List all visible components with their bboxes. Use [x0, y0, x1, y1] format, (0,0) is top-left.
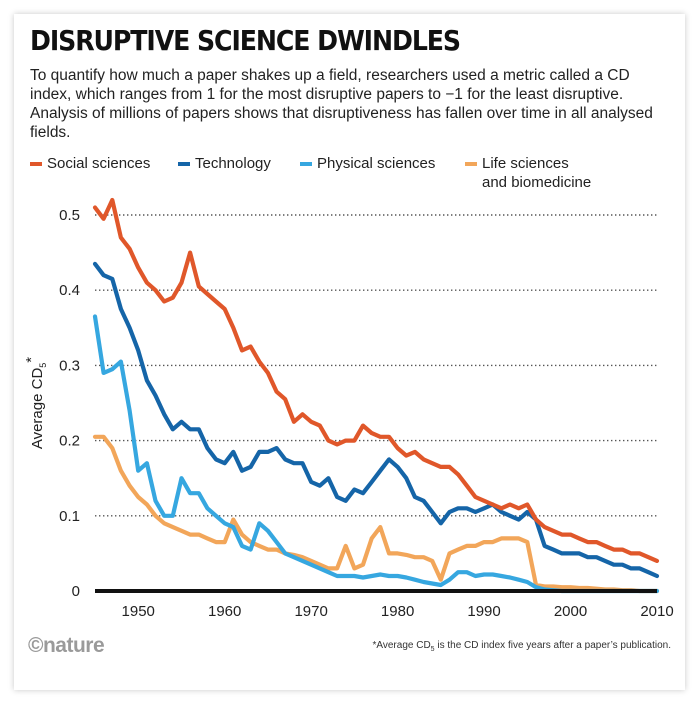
chart-description: To quantify how much a paper shakes up a… [30, 67, 653, 141]
line-chart: 0 0.1 0.2 0.3 0.4 0.5 1950 1960 1970 1980 1990 2000… [23, 197, 674, 620]
y-tick-label-1: 0.1 [59, 508, 80, 525]
x-tick-label-4: 1990 [467, 603, 500, 620]
y-tick-label-2: 0.2 [59, 433, 80, 450]
y-axis-label-main: Average CD [29, 368, 46, 450]
x-tick-label-6: 2010 [640, 603, 673, 620]
y-tick-label-4: 0.4 [59, 282, 80, 299]
x-tick-label-1: 1960 [208, 603, 241, 620]
nature-logo: ©nature [28, 634, 105, 657]
chart-title: DISRUPTIVE SCIENCE DWINDLES [30, 24, 461, 57]
series-line-technology [92, 261, 660, 579]
footnote-prefix: *Average CD [372, 640, 431, 651]
x-tick-label-5: 2000 [554, 603, 587, 620]
series-line-social-sciences [92, 197, 660, 563]
y-tick-label-0: 0 [72, 583, 80, 600]
series-line-physical-sciences [92, 314, 660, 594]
infographic-frame: DISRUPTIVE SCIENCE DWINDLES To quantify … [14, 14, 685, 690]
y-axis-label-subscript: 5 [38, 363, 48, 368]
x-tick-label-2: 1970 [294, 603, 327, 620]
y-tick-label-3: 0.3 [59, 357, 80, 374]
footnote-suffix: is the CD index five years after a paper… [434, 640, 671, 651]
x-tick-label-3: 1980 [381, 603, 414, 620]
y-tick-label-5: 0.5 [59, 207, 80, 224]
footnote: *Average CD5 is the CD index five years … [372, 640, 671, 653]
y-axis-label-suffix: * [23, 357, 40, 363]
footnote-subscript: 5 [430, 646, 435, 653]
x-tick-label-0: 1950 [122, 603, 155, 620]
series-line-life-sciences-and-biomedicine [92, 434, 660, 594]
y-axis-label: Average CD5* [23, 357, 48, 449]
